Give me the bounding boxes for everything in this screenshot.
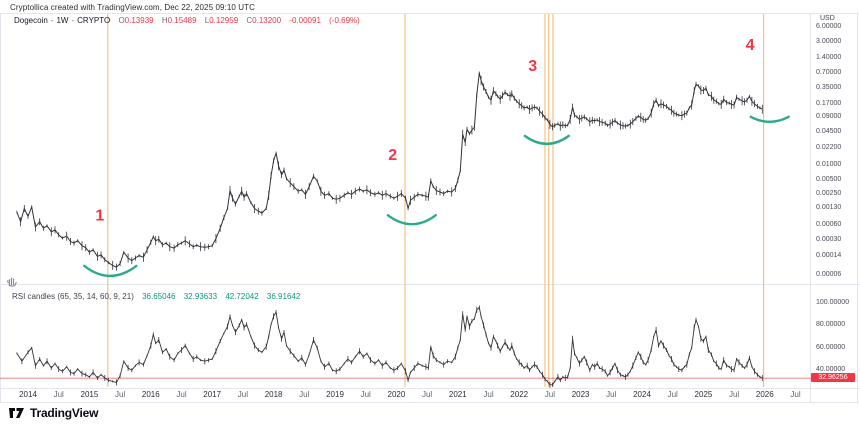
time-axis-label: Jul: [790, 390, 801, 399]
time-axis-label: Jul: [114, 390, 126, 399]
price-axis-label: 0.70000: [816, 69, 842, 77]
open-label: O: [118, 16, 125, 25]
time-axis-label: 2018: [264, 390, 283, 399]
rsi-value-tag: 32.96256: [811, 373, 855, 383]
time-axis-label: 2022: [510, 390, 529, 399]
rsi-axis-label: 100.00000: [816, 299, 850, 306]
price-axis-label: 0.02200: [816, 143, 842, 151]
time-axis-label: 2015: [80, 390, 99, 399]
price-axis-label: 0.00250: [816, 190, 842, 198]
price-axis-label: 0.00060: [816, 221, 842, 229]
time-axis-label: 2026: [755, 390, 774, 399]
time-axis-label: 2024: [633, 390, 651, 399]
high-value: 0.15489: [167, 16, 197, 25]
time-axis-label: Jul: [299, 390, 310, 399]
cycle-number-label: 4: [746, 37, 755, 54]
rsi-axis-label: 60.00000: [816, 343, 846, 351]
rsi-title: RSI candles (65, 35, 14, 60, 9, 21): [12, 292, 134, 301]
tradingview-brand-text: TradingView: [30, 406, 99, 420]
low-label: L: [204, 16, 210, 25]
time-axis-label: Jul: [237, 390, 249, 399]
time-axis-label: 2016: [141, 390, 160, 399]
close-label: C: [246, 16, 253, 25]
price-axis-label: 0.00130: [816, 204, 842, 212]
time-axis-label: Jul: [53, 390, 64, 399]
price-axis-label: 0.17000: [816, 99, 842, 107]
time-axis-label: Jul: [606, 390, 617, 399]
price-axis-divider: [810, 13, 811, 403]
rsi-axis-label: 80.00000: [816, 321, 846, 329]
rsi-axis-label: 40.00000: [816, 366, 846, 374]
close-value: 0.13200: [252, 16, 282, 25]
legend-separator: -: [71, 16, 75, 25]
rsi-value-4: 36.91642: [266, 292, 301, 301]
time-axis-label: Jul: [176, 390, 187, 399]
time-axis-label: 2025: [694, 390, 713, 399]
tradingview-logo-icon: [9, 408, 24, 418]
accumulation-arc: [523, 134, 570, 146]
price-axis-label: 3.00000: [816, 38, 842, 46]
rsi-value-3: 42.72042: [225, 292, 259, 301]
price-axis-label: 0.09000: [816, 113, 842, 121]
cycle-number-label: 2: [388, 147, 397, 164]
price-axis-label: 0.00030: [816, 236, 842, 243]
rsi-value-2: 32.93633: [183, 292, 218, 301]
symbol-market: CRYPTO: [77, 16, 111, 25]
price-axis[interactable]: USD 6.00000 3.00000 1.40000 0.70000 0.35000 0…: [812, 0, 858, 403]
legend-separator: -: [50, 16, 54, 25]
time-axis-label: 2014: [19, 390, 37, 399]
chart-frame: [0, 13, 858, 403]
time-axis-label: 2017: [203, 390, 222, 399]
price-axis-label: 0.00014: [816, 252, 842, 260]
symbol-name: Dogecoin: [14, 16, 48, 25]
price-axis-label: 1.40000: [816, 54, 842, 62]
time-axis-label: 2023: [571, 390, 590, 399]
time-axis[interactable]: 2014 Jul 2015 Jul 2016 Jul 2017 Jul 2018 Jul 2019 J…: [0, 389, 810, 403]
attribution-text: Cryptollica created with TradingView.com…: [10, 3, 256, 12]
tradingview-footer-logo[interactable]: TradingView: [8, 406, 98, 420]
price-axis-label: 0.01000: [816, 160, 842, 168]
price-axis-label: 0.00500: [816, 175, 842, 183]
symbol-interval: 1W: [56, 16, 69, 25]
price-axis-label: 0.04500: [816, 128, 842, 136]
rsi-value-1: 36.65046: [142, 292, 176, 301]
price-axis-label: 6.00000: [816, 23, 842, 31]
accumulation-arc: [386, 214, 437, 226]
rsi-series-line: [16, 306, 763, 386]
time-axis-label: Jul: [483, 390, 494, 399]
time-axis-label: Jul: [421, 390, 433, 399]
accumulation-arc: [83, 264, 138, 278]
time-axis-label: 2019: [326, 390, 344, 399]
price-series-line: [16, 72, 763, 268]
cycle-number-label: 1: [95, 208, 104, 225]
hand-cursor-icon: [5, 274, 19, 293]
high-label: H: [161, 16, 168, 25]
low-value: 0.12959: [209, 16, 239, 25]
change-value: -0.00091: [289, 16, 321, 25]
price-series-wicks: [16, 71, 763, 271]
time-axis-separator: [0, 388, 860, 389]
cycle-number-label: 3: [528, 58, 537, 75]
time-axis-label: 2020: [387, 390, 406, 399]
time-axis-label: Jul: [360, 390, 371, 399]
axis-currency-label: USD: [820, 15, 835, 22]
change-percent: (-0.69%): [329, 16, 360, 25]
time-axis-label: 2021: [448, 390, 467, 399]
accumulation-arc: [749, 115, 790, 123]
price-axis-label: 0.00006: [816, 270, 842, 278]
time-axis-label: Jul: [544, 390, 556, 399]
time-axis-label: Jul: [667, 390, 678, 399]
time-axis-label: Jul: [728, 390, 740, 399]
price-axis-label: 0.35000: [816, 84, 842, 92]
symbol-legend[interactable]: Dogecoin -1W - CRYPTO O0.13939 H0.15489 L0.…: [14, 16, 360, 25]
rsi-indicator-legend[interactable]: RSI candles (65, 35, 14, 60, 9, 21) 36.6…: [12, 292, 300, 301]
open-value: 0.13939: [124, 16, 154, 25]
pane-separator[interactable]: [0, 284, 860, 285]
rsi-series-wicks: [16, 305, 763, 388]
